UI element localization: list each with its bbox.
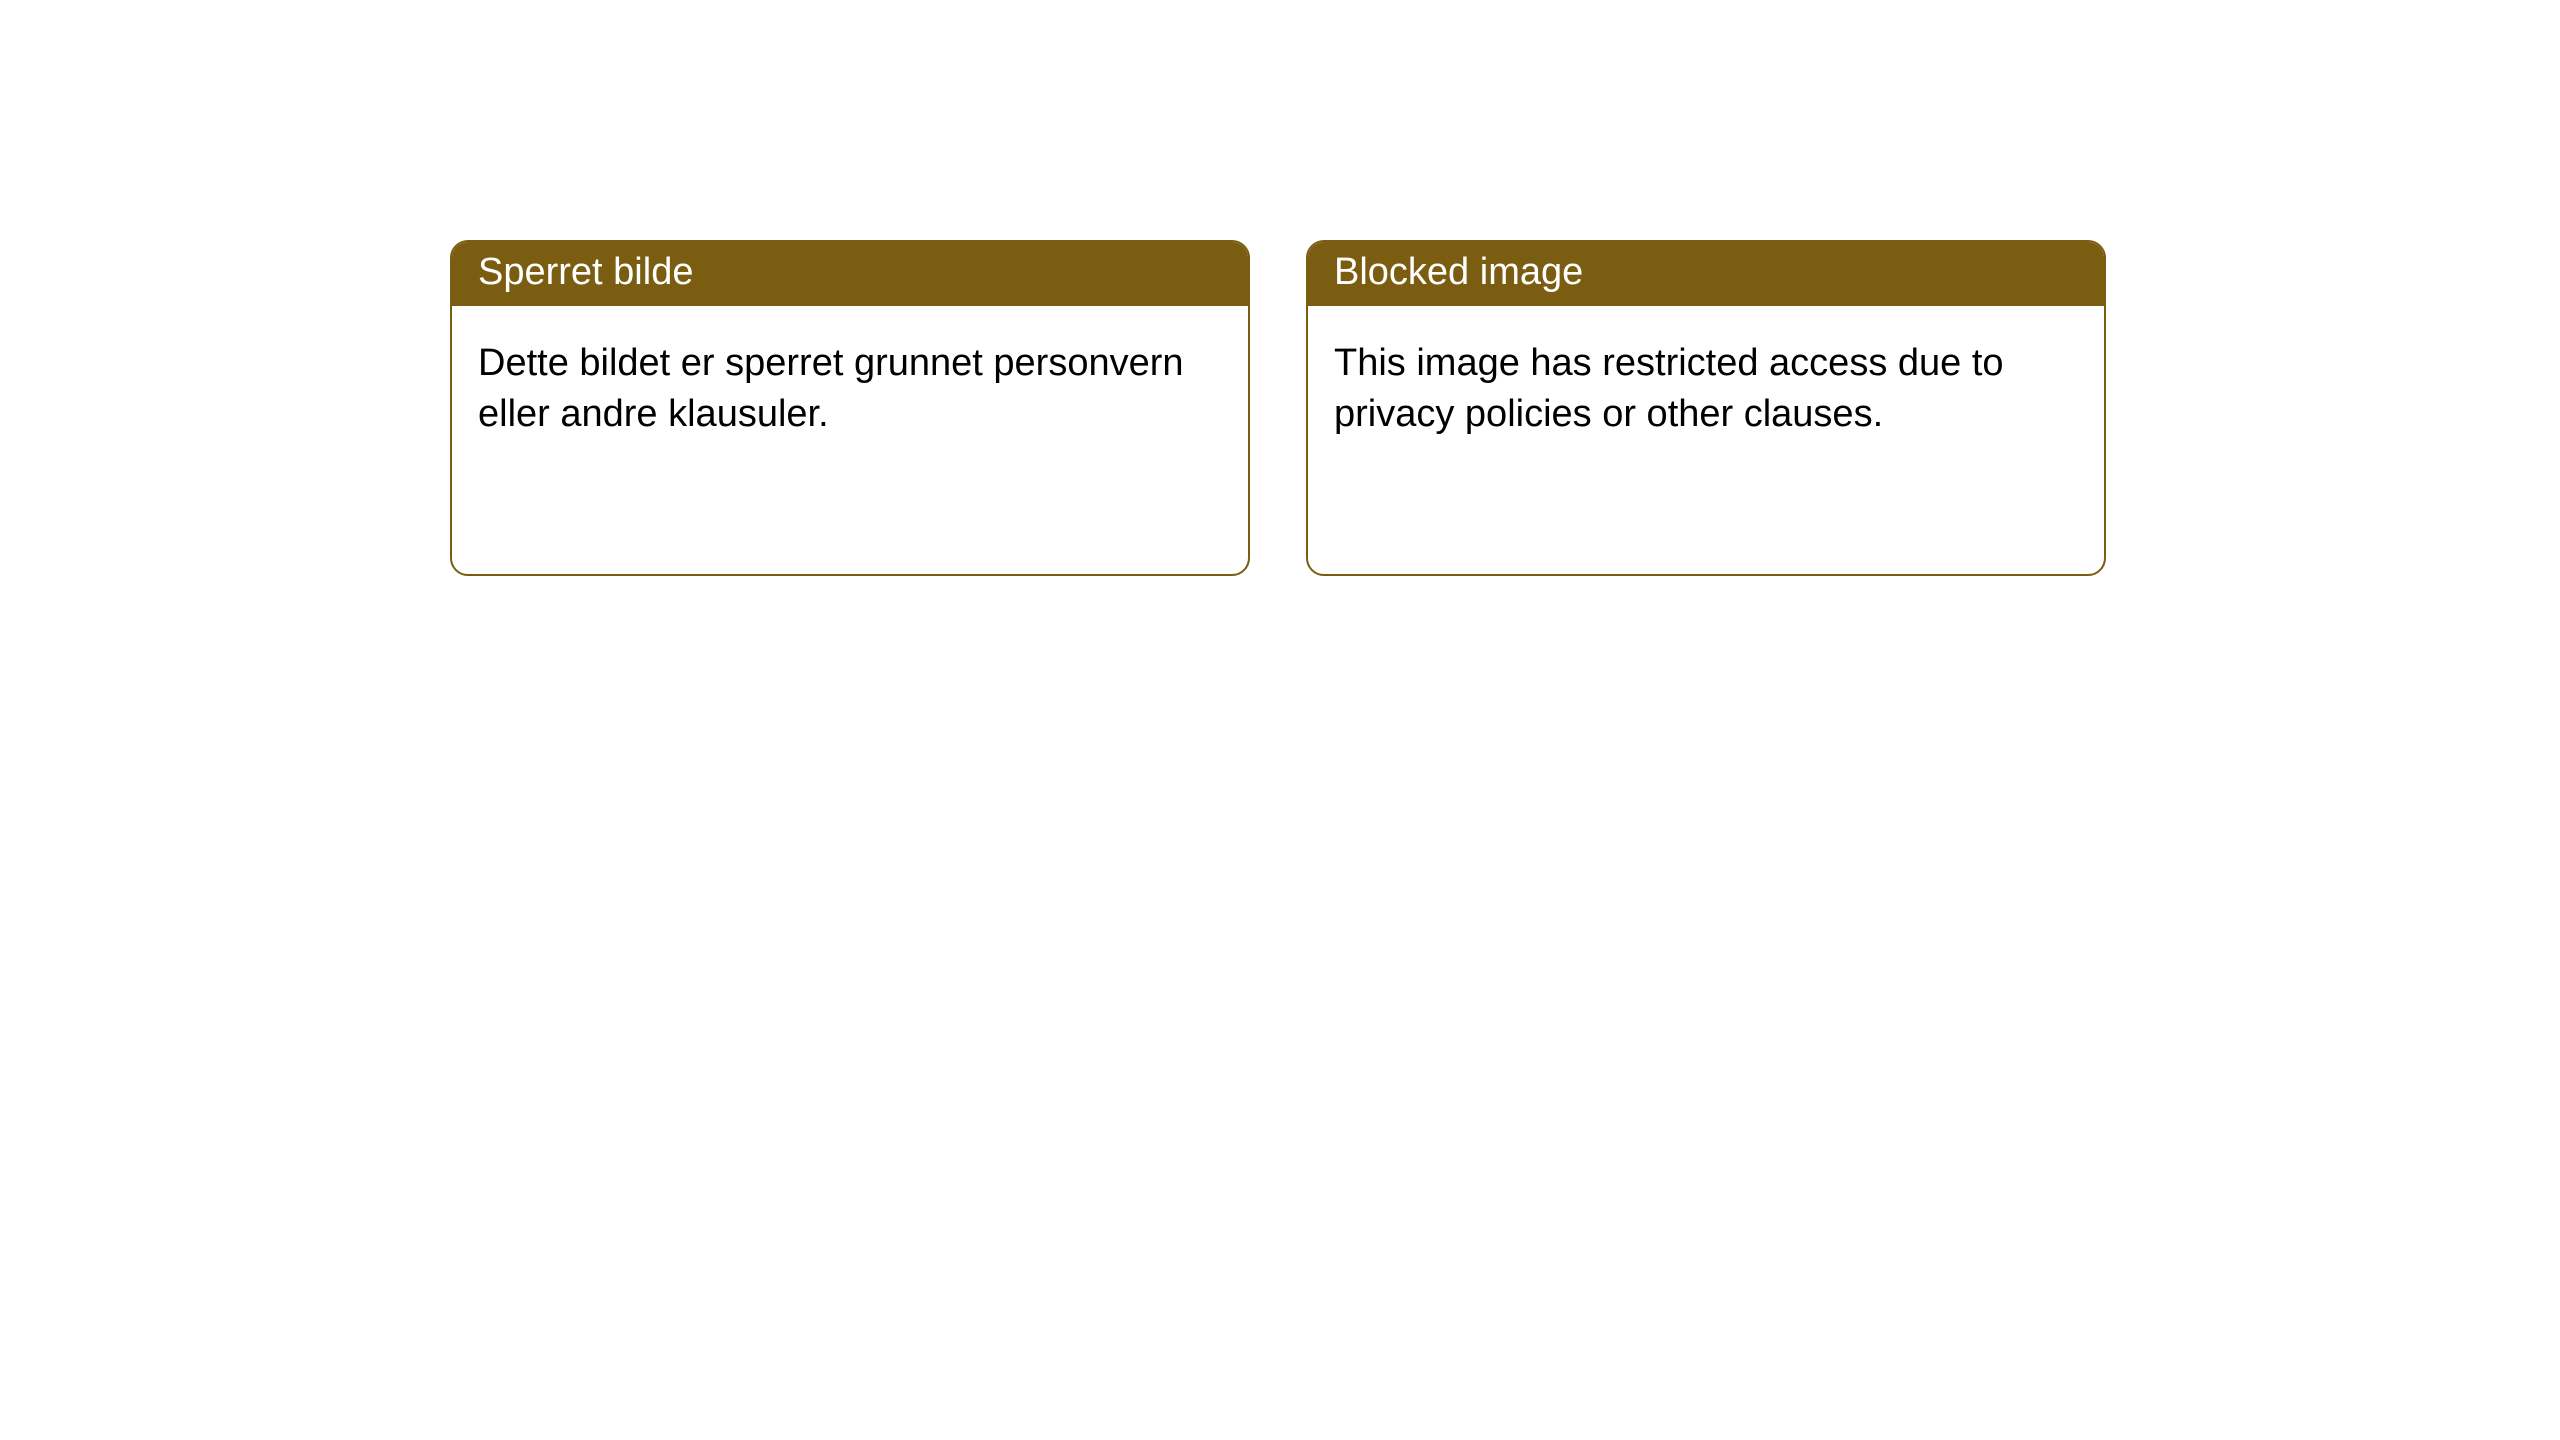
card-header: Sperret bilde [452,242,1248,306]
blocked-image-card-en: Blocked image This image has restricted … [1306,240,2106,576]
card-header: Blocked image [1308,242,2104,306]
card-body: This image has restricted access due to … [1308,306,2104,473]
cards-container: Sperret bilde Dette bildet er sperret gr… [0,0,2560,576]
blocked-image-card-no: Sperret bilde Dette bildet er sperret gr… [450,240,1250,576]
card-body: Dette bildet er sperret grunnet personve… [452,306,1248,473]
